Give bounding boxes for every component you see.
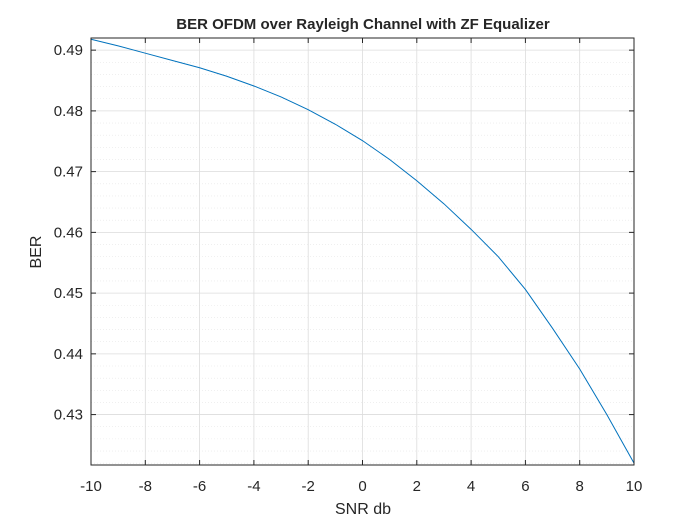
data-point <box>118 45 119 46</box>
x-tick-label: -6 <box>193 478 206 495</box>
data-point <box>308 109 309 110</box>
data-point <box>443 203 444 204</box>
y-tick-label: 0.45 <box>54 285 83 302</box>
x-tick-label: -4 <box>247 478 260 495</box>
data-point <box>552 328 553 329</box>
y-tick-label: 0.43 <box>54 407 83 424</box>
data-point <box>498 256 499 257</box>
x-axis-label: SNR db <box>335 501 391 518</box>
y-axis-label: BER <box>28 236 45 269</box>
data-point <box>579 368 580 369</box>
data-point <box>199 67 200 68</box>
ber-series-line <box>90 38 635 464</box>
data-point <box>253 85 254 86</box>
x-tick-label: -2 <box>302 478 315 495</box>
plot-border <box>90 37 635 466</box>
data-point <box>280 96 281 97</box>
x-tick-label: 2 <box>413 478 421 495</box>
data-point <box>416 180 417 181</box>
x-tick-label: -10 <box>80 478 102 495</box>
data-point <box>335 124 336 125</box>
y-tick-label: 0.44 <box>54 346 83 363</box>
x-tick-label: 8 <box>576 478 584 495</box>
data-point <box>389 159 390 160</box>
data-point <box>606 414 607 415</box>
x-tick-label: 0 <box>358 478 366 495</box>
x-tick-label: 10 <box>626 478 643 495</box>
y-tick-label: 0.49 <box>54 42 83 59</box>
data-point <box>172 60 173 61</box>
data-point <box>362 140 363 141</box>
y-tick-label: 0.46 <box>54 224 83 241</box>
y-tick-label: 0.47 <box>54 164 83 181</box>
data-point <box>226 76 227 77</box>
x-tick-label: 6 <box>521 478 529 495</box>
x-tick-label: -8 <box>139 478 152 495</box>
y-tick-label: 0.48 <box>54 103 83 120</box>
x-tick-label: 4 <box>467 478 475 495</box>
data-point <box>145 53 146 54</box>
data-point <box>525 289 526 290</box>
chart-title: BER OFDM over Rayleigh Channel with ZF E… <box>176 16 550 33</box>
data-point <box>471 229 472 230</box>
